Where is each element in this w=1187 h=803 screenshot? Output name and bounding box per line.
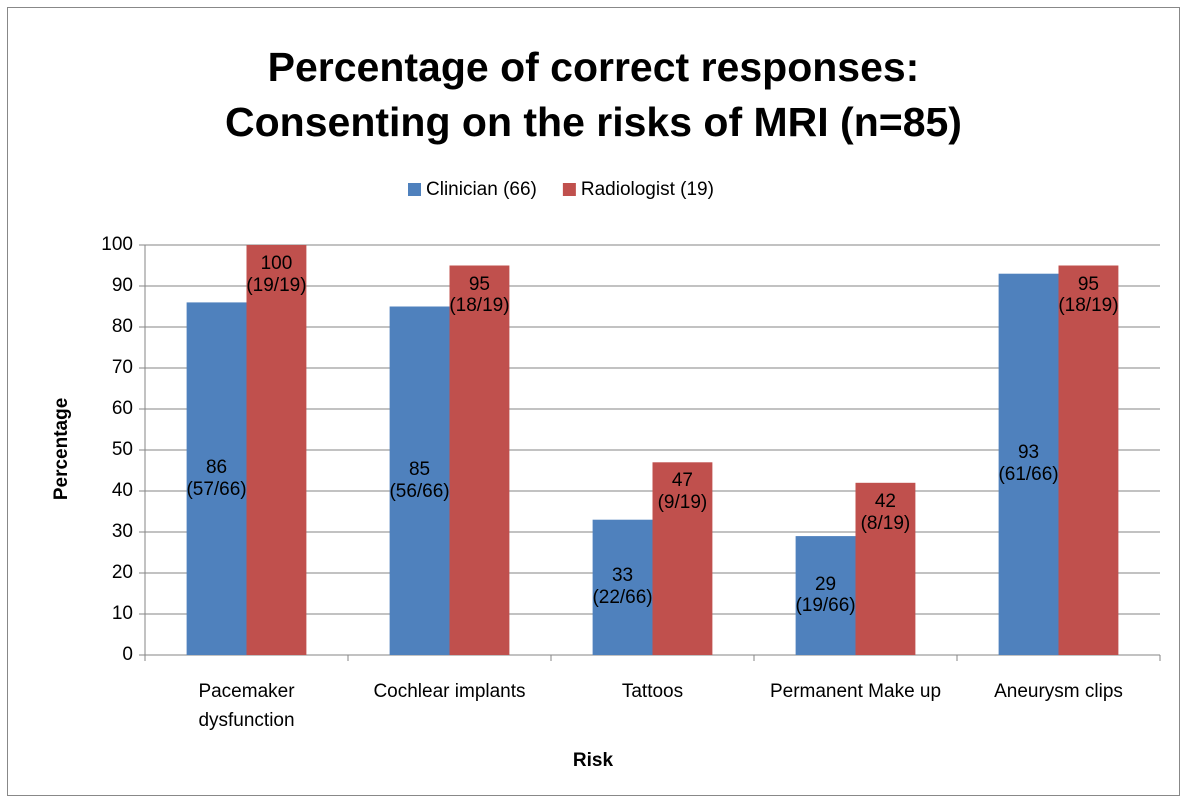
value-label: 100 (19/19): [246, 253, 307, 296]
y-tick-label: 90: [112, 275, 133, 296]
x-tick-label: Cochlear implants: [373, 681, 526, 702]
y-tick-label: 20: [112, 562, 133, 583]
bar: [246, 245, 307, 655]
legend-label: Radiologist (19): [581, 179, 714, 200]
bar: [389, 306, 450, 655]
y-tick-label: 100: [101, 234, 133, 255]
legend-label: Clinician (66): [426, 179, 537, 200]
x-tick-label: Aneurysm clips: [994, 681, 1123, 702]
bar: [592, 519, 653, 655]
value-label: 85 (56/66): [389, 458, 450, 502]
value-label: 95 (18/19): [1058, 273, 1119, 317]
x-axis-title: Risk: [572, 750, 614, 771]
x-tick-label: Tattoos: [621, 681, 684, 702]
value-label: 95 (18/19): [449, 273, 510, 317]
x-tick-label: Pacemaker dysfunction: [198, 681, 295, 732]
y-tick-label: 40: [112, 480, 133, 501]
bar: [855, 482, 916, 655]
value-label: 33 (22/66): [592, 565, 653, 609]
y-tick-label: 60: [112, 398, 133, 419]
value-label: 47 (9/19): [657, 470, 708, 514]
bar: [795, 536, 856, 655]
bar: [1058, 265, 1119, 655]
legend-swatch: [408, 183, 421, 196]
y-tick-label: 30: [112, 521, 133, 542]
bar: [186, 302, 247, 655]
legend-swatch: [562, 183, 576, 196]
bar: [998, 273, 1059, 655]
y-tick-label: 10: [112, 603, 133, 624]
bar: [652, 462, 713, 655]
chart-border: [7, 7, 1180, 796]
x-tick-label: Permanent Make up: [769, 681, 942, 702]
value-label: 42 (8/19): [860, 490, 911, 534]
value-label: 93 (61/66): [998, 442, 1059, 486]
value-label: 86 (57/66): [186, 456, 247, 500]
y-tick-label: 50: [112, 439, 133, 460]
value-label: 29 (19/66): [795, 573, 856, 617]
chart-title: Percentage of correct responses: Consent…: [225, 44, 962, 146]
y-tick-label: 80: [112, 316, 133, 337]
bar: [449, 265, 510, 655]
y-axis-title: Percentage: [51, 397, 73, 501]
y-tick-label: 70: [112, 357, 133, 378]
y-tick-label: 0: [122, 644, 133, 665]
